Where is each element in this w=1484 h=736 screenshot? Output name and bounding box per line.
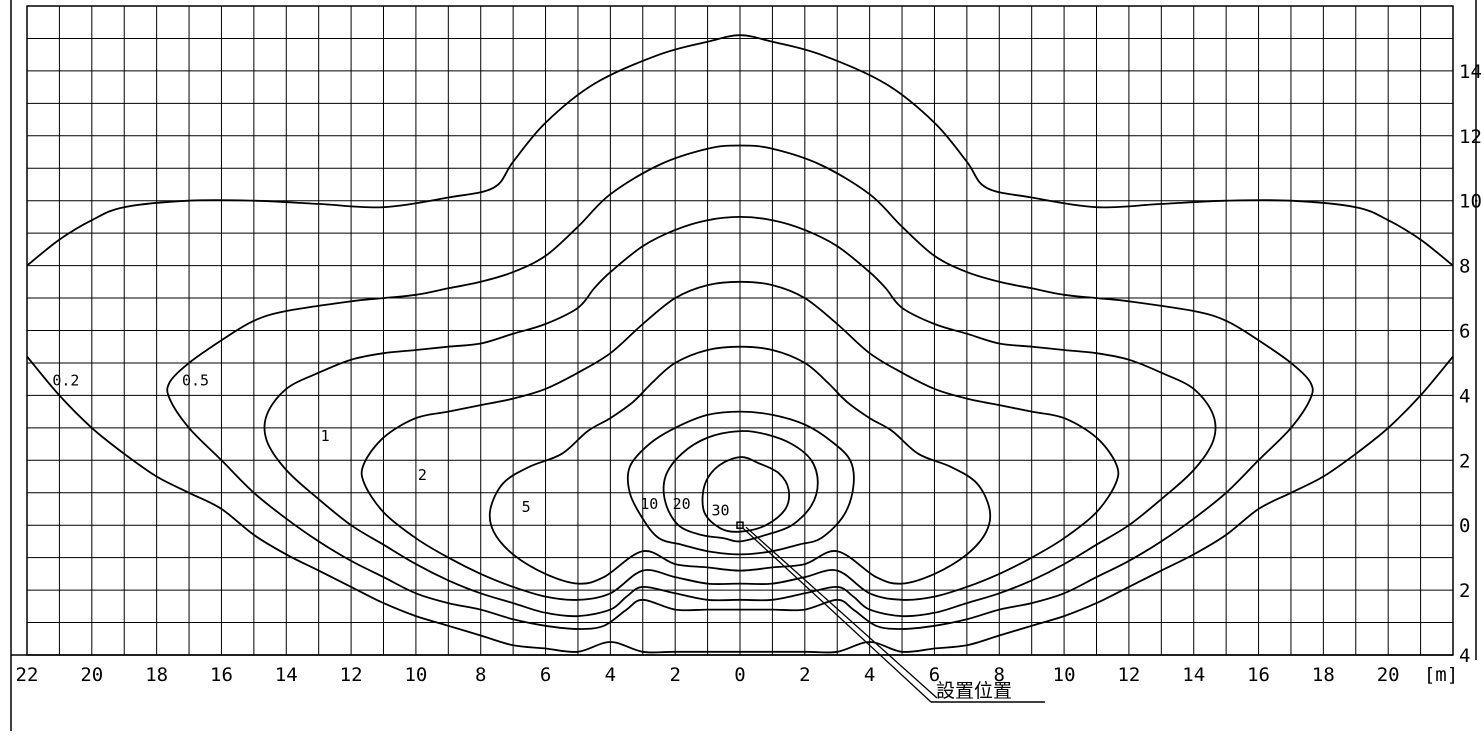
y-tick-label: 14: [1459, 61, 1482, 83]
y-tick-label: 2: [1459, 450, 1470, 472]
contour-label-1: 1: [321, 427, 330, 445]
x-unit-label: [m]: [1424, 664, 1458, 686]
x-tick-label: 2: [669, 664, 680, 686]
x-tick-label: 12: [340, 664, 363, 686]
contour-line-2: [360, 280, 1120, 601]
install-position-marker: [736, 521, 744, 529]
x-tick-label: 22: [16, 664, 39, 686]
contour-line-20: [662, 430, 819, 543]
x-tick-label: 0: [734, 664, 745, 686]
y-tick-label: 12: [1459, 126, 1482, 148]
contour-line-5: [488, 345, 992, 585]
contour-label-10: 10: [640, 495, 658, 513]
install-position-label: 設置位置: [936, 680, 1012, 702]
x-tick-label: 10: [404, 664, 427, 686]
annotation-leader-line: [742, 527, 932, 703]
x-tick-label: 12: [1117, 664, 1140, 686]
y-tick-label: 8: [1459, 256, 1470, 278]
contour-label-20: 20: [673, 495, 691, 513]
contour-line-0.5: [166, 144, 1314, 630]
y-tick-label: 0: [1459, 515, 1470, 537]
y-tick-label: 4: [1459, 645, 1470, 667]
x-tick-label: 8: [994, 664, 1005, 686]
y-tick-label: 2: [1459, 580, 1470, 602]
contour-label-5: 5: [522, 498, 531, 516]
annotation: 設置位置: [736, 521, 1045, 703]
contour-label-2: 2: [418, 466, 427, 484]
x-tick-label: 2: [799, 664, 810, 686]
y-tick-label: 4: [1459, 385, 1470, 407]
x-tick-label: 6: [929, 664, 940, 686]
x-tick-label: 8: [475, 664, 486, 686]
contour-label-0.2: 0.2: [52, 372, 79, 390]
x-tick-label: 10: [1053, 664, 1076, 686]
x-tick-label: 18: [1312, 664, 1335, 686]
x-tick-label: 20: [80, 664, 103, 686]
axes: [10, 0, 1477, 731]
contour-line-0.2: [26, 34, 1454, 267]
x-tick-label: 6: [540, 664, 551, 686]
x-tick-label: 14: [1182, 664, 1205, 686]
contour-line-1: [263, 216, 1217, 618]
x-tick-label: 4: [864, 664, 875, 686]
contour-lines: [26, 34, 1454, 654]
x-tick-label: 20: [1377, 664, 1400, 686]
contour-labels: 0.2 0.5 1 2 5 10 20 30: [52, 372, 729, 520]
contour-line-10: [626, 410, 855, 556]
annotation-leader-line: [745, 526, 938, 699]
grid-lines: [26, 5, 1454, 656]
contour-label-0.5: 0.5: [182, 372, 209, 390]
contour-label-30: 30: [712, 501, 730, 519]
y-tick-label: 6: [1459, 321, 1470, 343]
x-tick-label: 4: [605, 664, 616, 686]
x-tick-label: 16: [210, 664, 233, 686]
x-tick-label: 16: [1247, 664, 1270, 686]
y-tick-label: 10: [1459, 191, 1482, 213]
tick-labels: 22 20 18 16 14 12 10 8 6 4 2 0 2 4 6 8 10 12 14 16 18 20 [m]14…: [16, 61, 1482, 686]
contour-line-0.2: [26, 355, 1454, 654]
x-tick-label: 14: [275, 664, 298, 686]
contour-line-30: [701, 456, 790, 533]
x-tick-label: 18: [145, 664, 168, 686]
